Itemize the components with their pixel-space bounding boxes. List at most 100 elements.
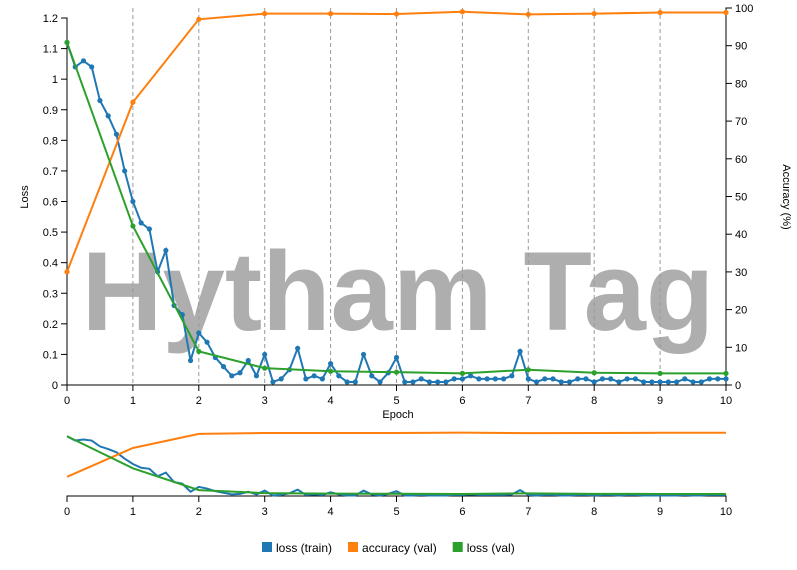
data-point xyxy=(89,64,95,70)
data-point xyxy=(517,348,523,354)
data-point xyxy=(319,376,325,382)
data-point xyxy=(657,370,663,376)
mini-x-tick-label: 10 xyxy=(720,506,732,518)
data-point xyxy=(352,379,358,385)
y-tick-label: 0.2 xyxy=(43,319,58,331)
data-point xyxy=(402,379,408,385)
y-tick-label: 0.4 xyxy=(43,258,58,270)
data-point xyxy=(616,379,622,385)
data-point xyxy=(105,113,111,119)
data-point xyxy=(608,376,614,382)
data-point xyxy=(723,370,729,376)
x-tick-label: 0 xyxy=(64,395,70,407)
data-point xyxy=(393,369,400,375)
data-point xyxy=(64,39,70,46)
legend-label: loss (val) xyxy=(467,541,515,555)
data-point xyxy=(632,376,638,382)
y2-tick-label: 100 xyxy=(735,3,753,15)
mini-x-tick-label: 3 xyxy=(262,506,268,518)
data-point xyxy=(657,9,663,16)
data-point xyxy=(229,373,235,379)
data-point xyxy=(468,373,474,379)
data-point xyxy=(278,376,284,382)
data-point xyxy=(599,376,606,382)
data-point xyxy=(303,376,309,382)
data-point xyxy=(138,220,144,226)
data-point xyxy=(525,11,531,18)
data-point xyxy=(163,247,169,254)
x-tick-label: 7 xyxy=(525,395,531,407)
data-point xyxy=(237,370,243,376)
data-point xyxy=(723,376,729,382)
data-point xyxy=(451,376,457,382)
x-tick-label: 3 xyxy=(262,395,268,407)
y2-tick-label: 70 xyxy=(735,116,747,128)
data-point xyxy=(591,379,597,385)
data-point xyxy=(698,379,704,385)
data-point xyxy=(583,376,589,382)
mini-x-tick-label: 9 xyxy=(657,506,663,518)
y-tick-label: 0.8 xyxy=(43,135,58,147)
data-point xyxy=(706,376,713,382)
mini-series-line xyxy=(66,435,726,495)
data-point xyxy=(204,339,210,345)
data-point xyxy=(558,379,564,385)
data-point xyxy=(262,11,268,17)
data-point xyxy=(262,351,268,358)
x-tick-label: 5 xyxy=(393,395,399,407)
data-point xyxy=(220,364,227,370)
data-point xyxy=(426,379,433,385)
data-point xyxy=(196,330,202,336)
y-tick-label: 0.6 xyxy=(43,197,58,209)
x-tick-label: 9 xyxy=(657,395,663,407)
data-point xyxy=(476,376,482,382)
data-point xyxy=(245,357,251,364)
x-axis-label: Epoch xyxy=(382,409,413,421)
data-point xyxy=(418,376,424,382)
y2-tick-label: 20 xyxy=(735,305,747,317)
data-point xyxy=(665,379,671,385)
data-point xyxy=(130,198,136,205)
y2-axis xyxy=(725,7,732,386)
mini-series-line xyxy=(66,431,726,478)
y2-tick-label: 50 xyxy=(735,192,747,204)
y-tick-label: 0.3 xyxy=(43,288,58,300)
y2-tick-label: 30 xyxy=(735,267,747,279)
y-tick-label: 0.9 xyxy=(43,105,58,117)
data-point xyxy=(550,376,556,382)
y-tick-label: 1.1 xyxy=(43,44,58,56)
data-point xyxy=(113,131,120,137)
data-point xyxy=(311,373,317,379)
mini-x-tick-label: 1 xyxy=(130,506,136,518)
data-point xyxy=(336,373,342,379)
y-tick-label: 1.2 xyxy=(43,13,58,25)
data-point xyxy=(649,379,655,385)
data-point xyxy=(253,373,260,379)
mini-x-tick-label: 7 xyxy=(525,506,531,518)
data-point xyxy=(393,354,400,361)
data-point xyxy=(690,379,696,385)
data-point xyxy=(641,379,647,385)
data-point xyxy=(575,376,581,382)
data-point xyxy=(542,376,548,382)
mini-x-tick-label: 5 xyxy=(393,506,399,518)
y-tick-label: 0.5 xyxy=(43,227,58,239)
mini-x-tick-label: 4 xyxy=(328,506,334,518)
data-point xyxy=(130,223,136,229)
data-point xyxy=(187,357,194,364)
y-tick-label: 1 xyxy=(52,74,58,86)
mini-x-tick-label: 6 xyxy=(459,506,465,518)
data-point xyxy=(64,269,70,275)
data-point xyxy=(624,376,630,382)
data-point xyxy=(566,379,573,385)
data-point xyxy=(591,11,597,17)
data-point xyxy=(393,11,400,17)
y-tick-label: 0.1 xyxy=(43,349,58,361)
data-point xyxy=(459,370,465,376)
data-point xyxy=(410,379,416,385)
data-point xyxy=(360,351,367,358)
data-point xyxy=(682,376,688,382)
data-point xyxy=(435,379,441,385)
mini-series-line xyxy=(66,435,726,497)
